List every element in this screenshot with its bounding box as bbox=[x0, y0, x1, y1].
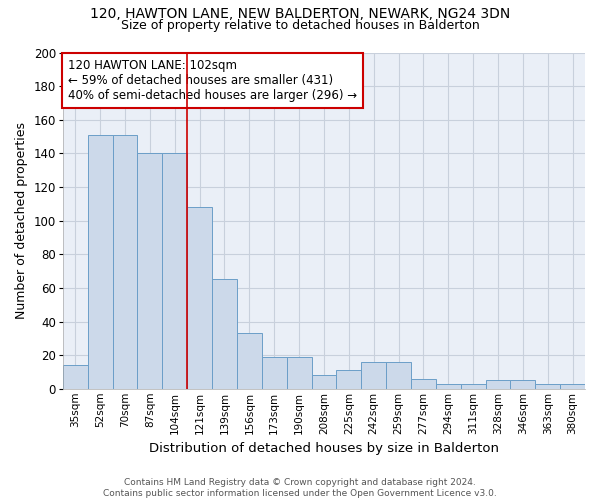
Bar bbox=[361, 362, 386, 389]
Bar bbox=[461, 384, 485, 389]
Bar bbox=[187, 207, 212, 389]
Bar bbox=[137, 154, 163, 389]
Bar bbox=[485, 380, 511, 389]
Bar bbox=[535, 384, 560, 389]
Bar bbox=[411, 378, 436, 389]
Text: Size of property relative to detached houses in Balderton: Size of property relative to detached ho… bbox=[121, 18, 479, 32]
Bar bbox=[212, 280, 237, 389]
Bar bbox=[88, 135, 113, 389]
Bar bbox=[386, 362, 411, 389]
Y-axis label: Number of detached properties: Number of detached properties bbox=[15, 122, 28, 319]
X-axis label: Distribution of detached houses by size in Balderton: Distribution of detached houses by size … bbox=[149, 442, 499, 455]
Bar bbox=[560, 384, 585, 389]
Text: Contains HM Land Registry data © Crown copyright and database right 2024.
Contai: Contains HM Land Registry data © Crown c… bbox=[103, 478, 497, 498]
Bar bbox=[63, 365, 88, 389]
Bar bbox=[436, 384, 461, 389]
Bar bbox=[237, 334, 262, 389]
Bar bbox=[262, 357, 287, 389]
Bar bbox=[511, 380, 535, 389]
Bar bbox=[337, 370, 361, 389]
Bar bbox=[163, 154, 187, 389]
Text: 120 HAWTON LANE: 102sqm
← 59% of detached houses are smaller (431)
40% of semi-d: 120 HAWTON LANE: 102sqm ← 59% of detache… bbox=[68, 59, 357, 102]
Bar bbox=[113, 135, 137, 389]
Bar bbox=[287, 357, 311, 389]
Text: 120, HAWTON LANE, NEW BALDERTON, NEWARK, NG24 3DN: 120, HAWTON LANE, NEW BALDERTON, NEWARK,… bbox=[90, 8, 510, 22]
Bar bbox=[311, 376, 337, 389]
